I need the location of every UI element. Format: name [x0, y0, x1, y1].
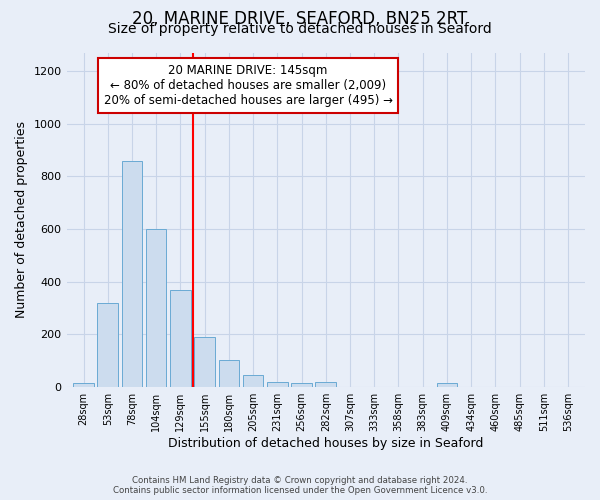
- X-axis label: Distribution of detached houses by size in Seaford: Distribution of detached houses by size …: [168, 437, 484, 450]
- Bar: [146, 229, 166, 387]
- Bar: [243, 376, 263, 387]
- Bar: [170, 290, 191, 387]
- Bar: [97, 303, 118, 387]
- Text: Contains HM Land Registry data © Crown copyright and database right 2024.
Contai: Contains HM Land Registry data © Crown c…: [113, 476, 487, 495]
- Bar: [316, 382, 336, 387]
- Y-axis label: Number of detached properties: Number of detached properties: [15, 122, 28, 318]
- Bar: [218, 360, 239, 387]
- Text: Size of property relative to detached houses in Seaford: Size of property relative to detached ho…: [108, 22, 492, 36]
- Bar: [122, 160, 142, 387]
- Text: 20 MARINE DRIVE: 145sqm
← 80% of detached houses are smaller (2,009)
20% of semi: 20 MARINE DRIVE: 145sqm ← 80% of detache…: [104, 64, 392, 107]
- Bar: [291, 384, 312, 387]
- Bar: [267, 382, 287, 387]
- Bar: [73, 384, 94, 387]
- Bar: [194, 337, 215, 387]
- Bar: [437, 384, 457, 387]
- Text: 20, MARINE DRIVE, SEAFORD, BN25 2RT: 20, MARINE DRIVE, SEAFORD, BN25 2RT: [133, 10, 467, 28]
